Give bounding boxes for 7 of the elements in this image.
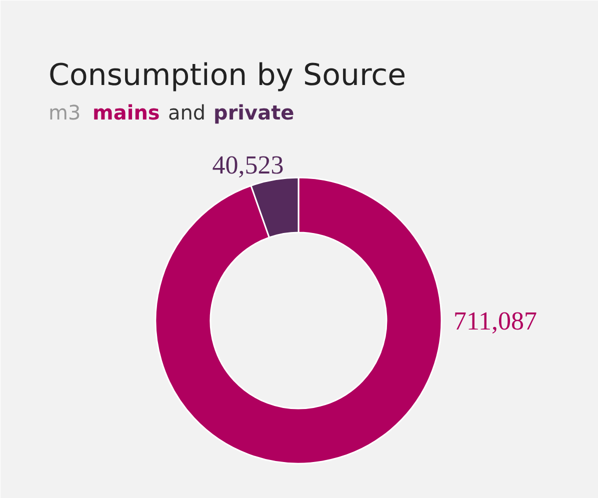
- chart-subtitle: m3: [48, 100, 81, 124]
- slice-label: private: [214, 100, 294, 124]
- chart-title: Consumption by Source: [48, 58, 406, 93]
- data-label: 40,523: [212, 150, 284, 180]
- data-label: 711,087: [454, 306, 538, 336]
- text: and: [168, 100, 206, 124]
- slice-label: mains: [92, 100, 160, 124]
